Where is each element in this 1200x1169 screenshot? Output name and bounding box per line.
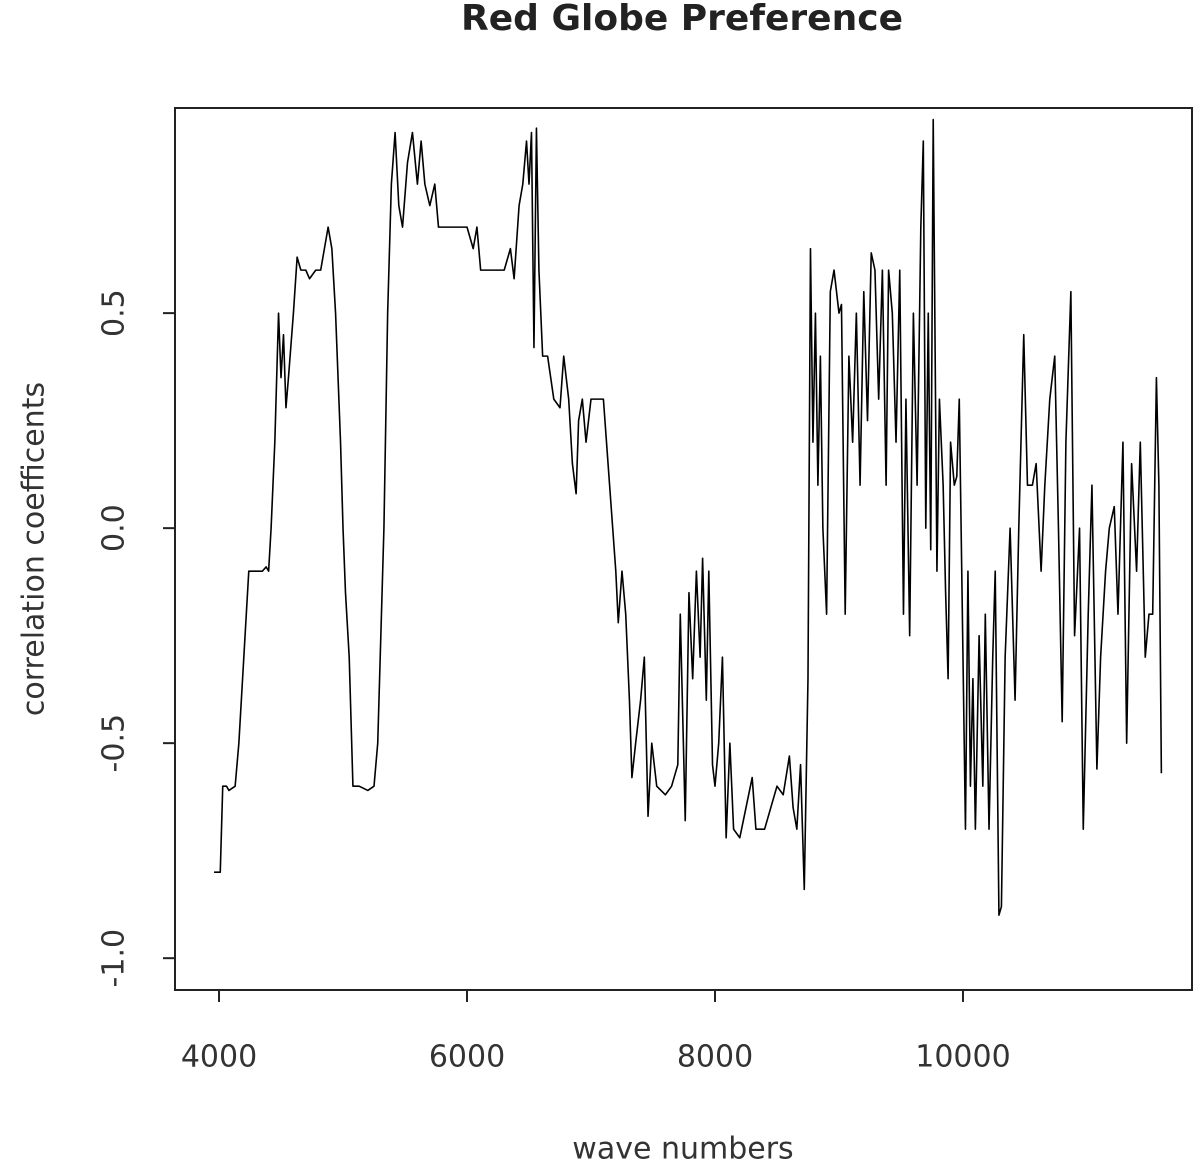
x-tick-label: 6000 [429, 1040, 505, 1075]
x-tick-label: 4000 [181, 1040, 257, 1075]
y-axis-label: correlation coefficents [17, 382, 52, 716]
x-axis-label: wave numbers [572, 1132, 793, 1167]
x-tick-label: 10000 [915, 1040, 1010, 1075]
plot-box [174, 107, 1193, 991]
y-tick-label: 0.5 [97, 289, 132, 337]
y-tick-label: 0.0 [97, 504, 132, 552]
data-line [214, 118, 1163, 916]
chart-title: Red Globe Preference [461, 0, 903, 39]
y-tick-label: -0.5 [97, 714, 132, 773]
x-tick-label: 8000 [677, 1040, 753, 1075]
y-tick-label: -1.0 [97, 929, 132, 988]
